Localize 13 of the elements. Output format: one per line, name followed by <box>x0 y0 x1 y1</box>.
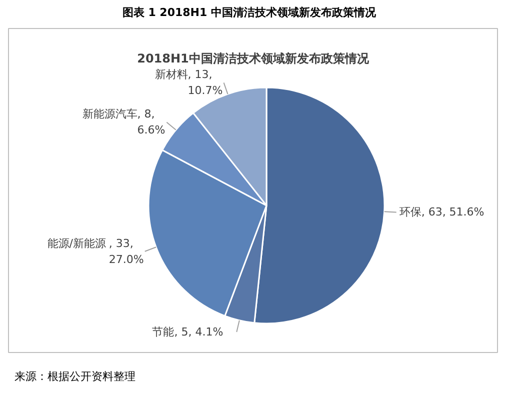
data-label: , 5, 4.1% <box>174 326 224 339</box>
source-note: 来源：根据公开资料整理 <box>14 370 136 383</box>
slice-label: 环保 <box>399 206 422 219</box>
chart-subtitle: 2018H1中国清洁技术领域新发布政策情况 <box>137 52 370 66</box>
data-label: , 33, 27.0% <box>108 236 144 266</box>
data-label: , 13, 10.7% <box>188 68 223 98</box>
data-label: , 63, 51.6% <box>421 206 484 219</box>
slice-label: 能源/新能源 <box>47 236 106 250</box>
slice-label: 新能源汽车 <box>82 108 138 121</box>
data-label: , 8, 6.6% <box>137 108 166 137</box>
slice-label: 节能 <box>152 326 174 339</box>
slice-label: 新材料 <box>154 68 188 82</box>
chart-title: 图表 1 2018H1 中国清洁技术领域新发布政策情况 <box>122 6 377 19</box>
